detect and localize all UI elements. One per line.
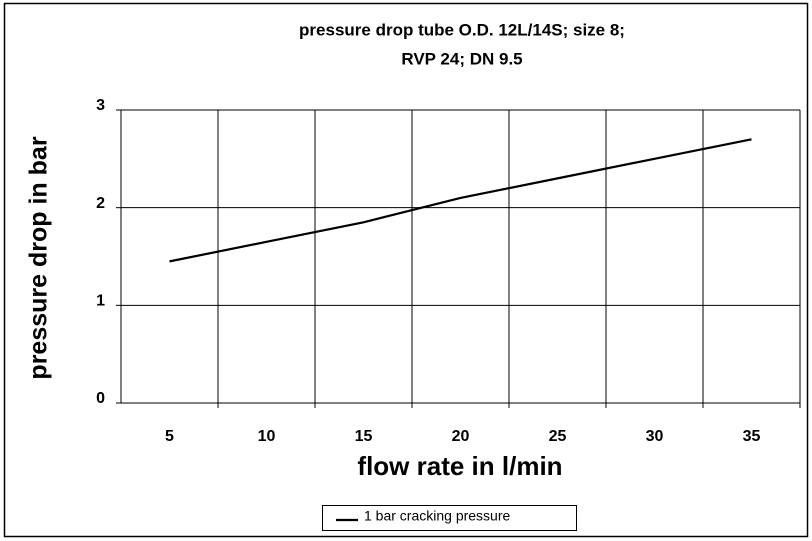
y-tick-label: 2: [96, 195, 105, 212]
x-tick-label: 10: [258, 428, 276, 445]
x-tick-label: 15: [355, 428, 373, 445]
y-tick-label: 0: [96, 390, 105, 407]
x-axis-label: flow rate in l/min: [357, 451, 562, 481]
x-tick-label: 35: [743, 428, 761, 445]
data-line: [169, 138, 752, 263]
legend: [322, 505, 577, 531]
chart-border: [3, 2, 809, 538]
y-tick-label: 1: [96, 293, 105, 310]
y-axis-label: pressure drop in bar: [25, 136, 53, 379]
x-tick-label: 5: [165, 428, 174, 445]
chart-title: RVP 24; DN 9.5: [401, 49, 522, 68]
chart-title: pressure drop tube O.D. 12L/14S; size 8;: [299, 20, 625, 39]
legend-label: 1 bar cracking pressure: [364, 508, 511, 524]
x-tick-label: 30: [646, 428, 664, 445]
x-tick-label: 20: [452, 428, 470, 445]
x-tick-label: 25: [549, 428, 567, 445]
y-tick-label: 3: [96, 97, 105, 114]
